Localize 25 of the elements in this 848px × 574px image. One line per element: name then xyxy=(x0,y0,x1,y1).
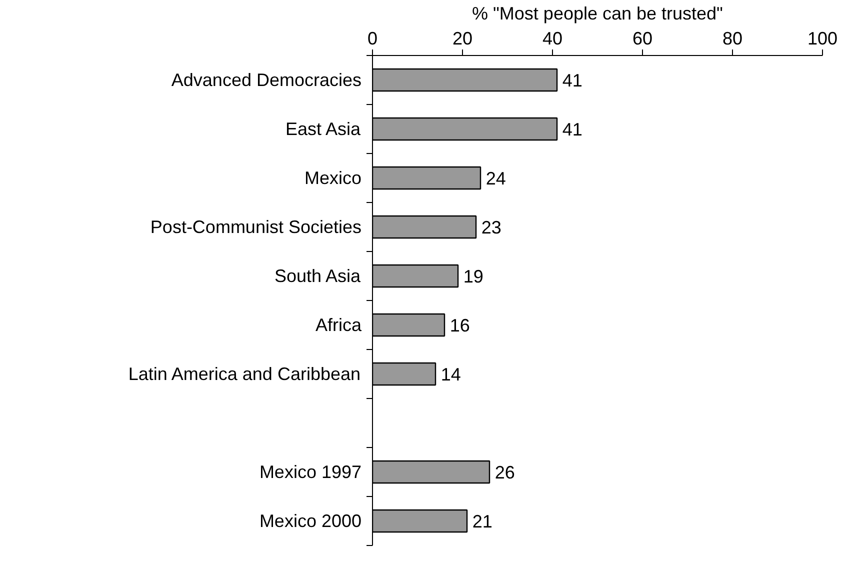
x-tick-label: 20 xyxy=(452,28,473,48)
data-label: 19 xyxy=(463,266,484,286)
y-tick-label: Post-Communist Societies xyxy=(150,217,362,237)
data-label: 41 xyxy=(562,70,582,90)
x-axis-title: % "Most people can be trusted" xyxy=(472,4,723,24)
data-label: 14 xyxy=(440,364,461,384)
data-label: 41 xyxy=(562,120,582,140)
y-tick-label: East Asia xyxy=(285,119,362,139)
x-tick-label: 0 xyxy=(367,28,378,48)
data-label: 16 xyxy=(450,316,470,336)
x-tick-label: 60 xyxy=(632,28,653,48)
x-tick-label: 80 xyxy=(722,28,743,48)
x-tick-label: 40 xyxy=(542,28,563,48)
data-label: 24 xyxy=(486,168,506,188)
y-tick-label: Mexico 2000 xyxy=(259,511,362,531)
y-tick-label: South Asia xyxy=(274,266,362,286)
y-tick-label: Mexico xyxy=(304,168,362,188)
y-tick-label: Africa xyxy=(315,315,362,335)
y-tick-label: Latin America and Caribbean xyxy=(128,364,361,384)
data-label: 23 xyxy=(481,218,502,238)
y-tick-label: Advanced Democracies xyxy=(171,70,362,90)
data-label: 26 xyxy=(494,462,515,482)
y-tick-label: Mexico 1997 xyxy=(259,462,362,482)
data-label: 21 xyxy=(472,512,492,532)
x-tick-label: 100 xyxy=(807,28,838,48)
